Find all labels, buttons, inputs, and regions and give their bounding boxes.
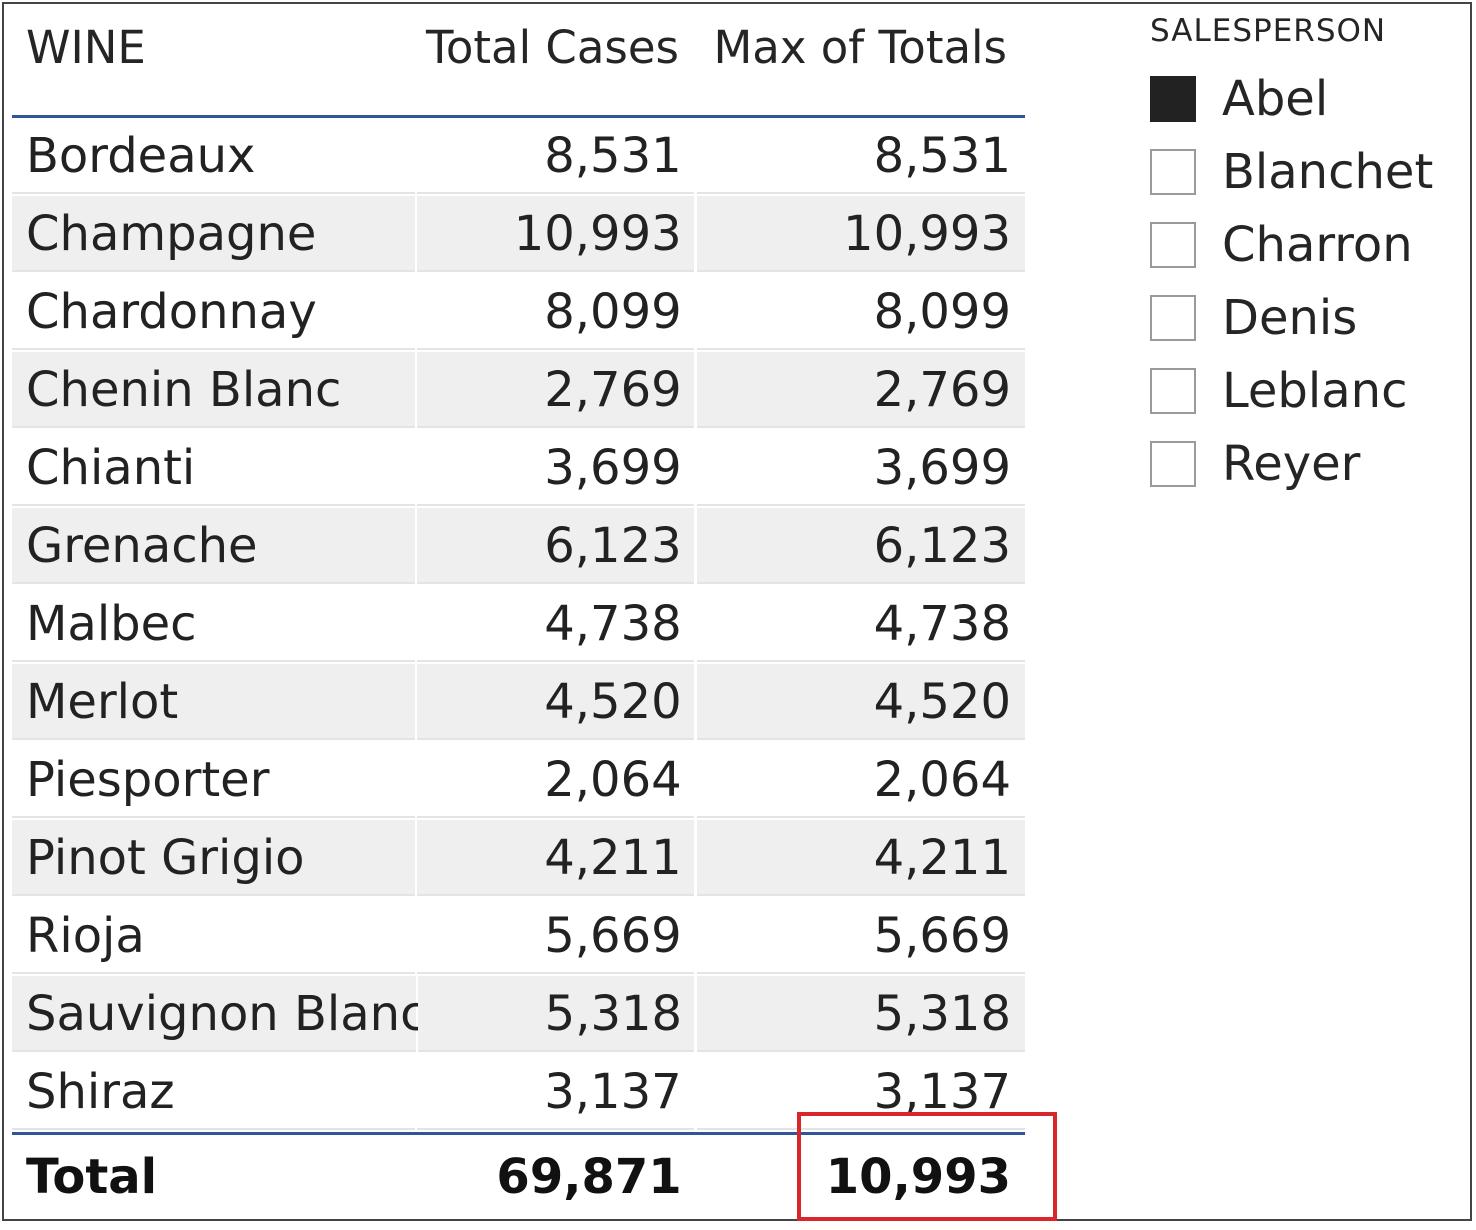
slicer-option-label: Leblanc [1222, 362, 1408, 419]
cell-wine: Piesporter [12, 742, 416, 818]
table-row[interactable]: Grenache 6,123 6,123 [12, 508, 1025, 586]
checkbox-empty-icon[interactable] [1150, 367, 1196, 414]
table-body: Bordeaux 8,531 8,531 Champagne 10,993 10,993 C… [12, 118, 1025, 1132]
cell-max-of-totals: 4,738 [696, 586, 1025, 662]
slicer-option-label: Reyer [1222, 435, 1361, 492]
slicer-title: SALESPERSON [1150, 13, 1387, 49]
salesperson-slicer: SALESPERSON Abel Blanchet Charron Denis Lebl… [1150, 10, 1450, 500]
checkbox-empty-icon[interactable] [1150, 440, 1196, 487]
slicer-option-label: Blanchet [1222, 143, 1434, 200]
column-header-max-of-totals[interactable]: Max of Totals [713, 21, 1007, 74]
cell-max-of-totals: 3,699 [696, 430, 1025, 506]
cell-wine: Chenin Blanc [12, 352, 416, 428]
slicer-option-label: Denis [1222, 289, 1358, 346]
cell-max-of-totals: 4,520 [696, 664, 1025, 740]
table-row[interactable]: Sauvignon Blanc 5,318 5,318 [12, 976, 1025, 1054]
table-row[interactable]: Rioja 5,669 5,669 [12, 898, 1025, 976]
table-row[interactable]: Merlot 4,520 4,520 [12, 664, 1025, 742]
cell-wine: Grenache [12, 508, 416, 584]
checkbox-empty-icon[interactable] [1150, 221, 1196, 268]
cell-max-of-totals: 4,211 [696, 820, 1025, 896]
table-row[interactable]: Pinot Grigio 4,211 4,211 [12, 820, 1025, 898]
column-header-total-cases[interactable]: Total Cases [426, 21, 679, 74]
slicer-option-label: Abel [1222, 70, 1329, 127]
cell-total-cases: 5,318 [418, 976, 695, 1052]
slicer-option-abel[interactable]: Abel [1150, 62, 1450, 135]
slicer-option-charron[interactable]: Charron [1150, 208, 1450, 281]
table-row[interactable]: Malbec 4,738 4,738 [12, 586, 1025, 664]
cell-wine: Merlot [12, 664, 416, 740]
cell-max-of-totals: 8,099 [696, 274, 1025, 350]
cell-total-cases: 8,099 [417, 274, 694, 350]
table-header: WINE Total Cases Max of Totals [12, 0, 1025, 118]
cell-max-of-totals: 5,669 [696, 898, 1025, 974]
cell-total-cases: 8,531 [417, 118, 694, 194]
table-row[interactable]: Shiraz 3,137 3,137 [12, 1054, 1025, 1132]
total-label: Total [12, 1135, 416, 1211]
total-cases-value: 69,871 [417, 1135, 694, 1211]
cell-max-of-totals: 8,531 [696, 118, 1025, 194]
total-max-value: 10,993 [696, 1135, 1025, 1211]
cell-total-cases: 3,137 [417, 1054, 694, 1130]
cell-total-cases: 4,738 [417, 586, 694, 662]
cell-wine: Sauvignon Blanc [12, 976, 426, 1052]
cell-max-of-totals: 5,318 [697, 976, 1025, 1052]
slicer-option-reyer[interactable]: Reyer [1150, 427, 1450, 500]
cell-wine: Rioja [12, 898, 416, 974]
table-row[interactable]: Chenin Blanc 2,769 2,769 [12, 352, 1025, 430]
cell-wine: Champagne [12, 196, 416, 272]
cell-wine: Bordeaux [12, 118, 416, 194]
cell-max-of-totals: 2,769 [696, 352, 1025, 428]
cell-max-of-totals: 2,064 [696, 742, 1025, 818]
cell-total-cases: 6,123 [417, 508, 694, 584]
checkbox-empty-icon[interactable] [1150, 148, 1196, 195]
table-row[interactable]: Chardonnay 8,099 8,099 [12, 274, 1025, 352]
slicer-option-leblanc[interactable]: Leblanc [1150, 354, 1450, 427]
slicer-option-denis[interactable]: Denis [1150, 281, 1450, 354]
cell-total-cases: 10,993 [417, 196, 694, 272]
highlight-box [797, 1112, 1057, 1221]
cell-wine: Shiraz [12, 1054, 416, 1130]
cell-wine: Chianti [12, 430, 416, 506]
checkbox-checked-icon[interactable] [1150, 75, 1196, 122]
cell-wine: Chardonnay [12, 274, 416, 350]
cell-max-of-totals: 6,123 [696, 508, 1025, 584]
checkbox-empty-icon[interactable] [1150, 294, 1196, 341]
column-header-wine[interactable]: WINE [26, 21, 146, 74]
slicer-option-label: Charron [1222, 216, 1413, 273]
cell-wine: Malbec [12, 586, 416, 662]
cell-total-cases: 5,669 [417, 898, 694, 974]
wine-table: WINE Total Cases Max of Totals Bordeaux 8… [12, 0, 1025, 1230]
cell-wine: Pinot Grigio [12, 820, 416, 896]
table-row[interactable]: Piesporter 2,064 2,064 [12, 742, 1025, 820]
table-total-row: Total 69,871 10,993 [12, 1132, 1025, 1230]
table-row[interactable]: Champagne 10,993 10,993 [12, 196, 1025, 274]
table-row[interactable]: Chianti 3,699 3,699 [12, 430, 1025, 508]
cell-max-of-totals: 3,137 [696, 1054, 1025, 1130]
cell-max-of-totals: 10,993 [696, 196, 1025, 272]
cell-total-cases: 2,769 [417, 352, 694, 428]
cell-total-cases: 4,520 [417, 664, 694, 740]
table-row[interactable]: Bordeaux 8,531 8,531 [12, 118, 1025, 196]
slicer-option-blanchet[interactable]: Blanchet [1150, 135, 1450, 208]
cell-total-cases: 3,699 [417, 430, 694, 506]
slicer-options: Abel Blanchet Charron Denis Leblanc Reyer [1150, 62, 1450, 500]
cell-total-cases: 2,064 [417, 742, 694, 818]
cell-total-cases: 4,211 [417, 820, 694, 896]
